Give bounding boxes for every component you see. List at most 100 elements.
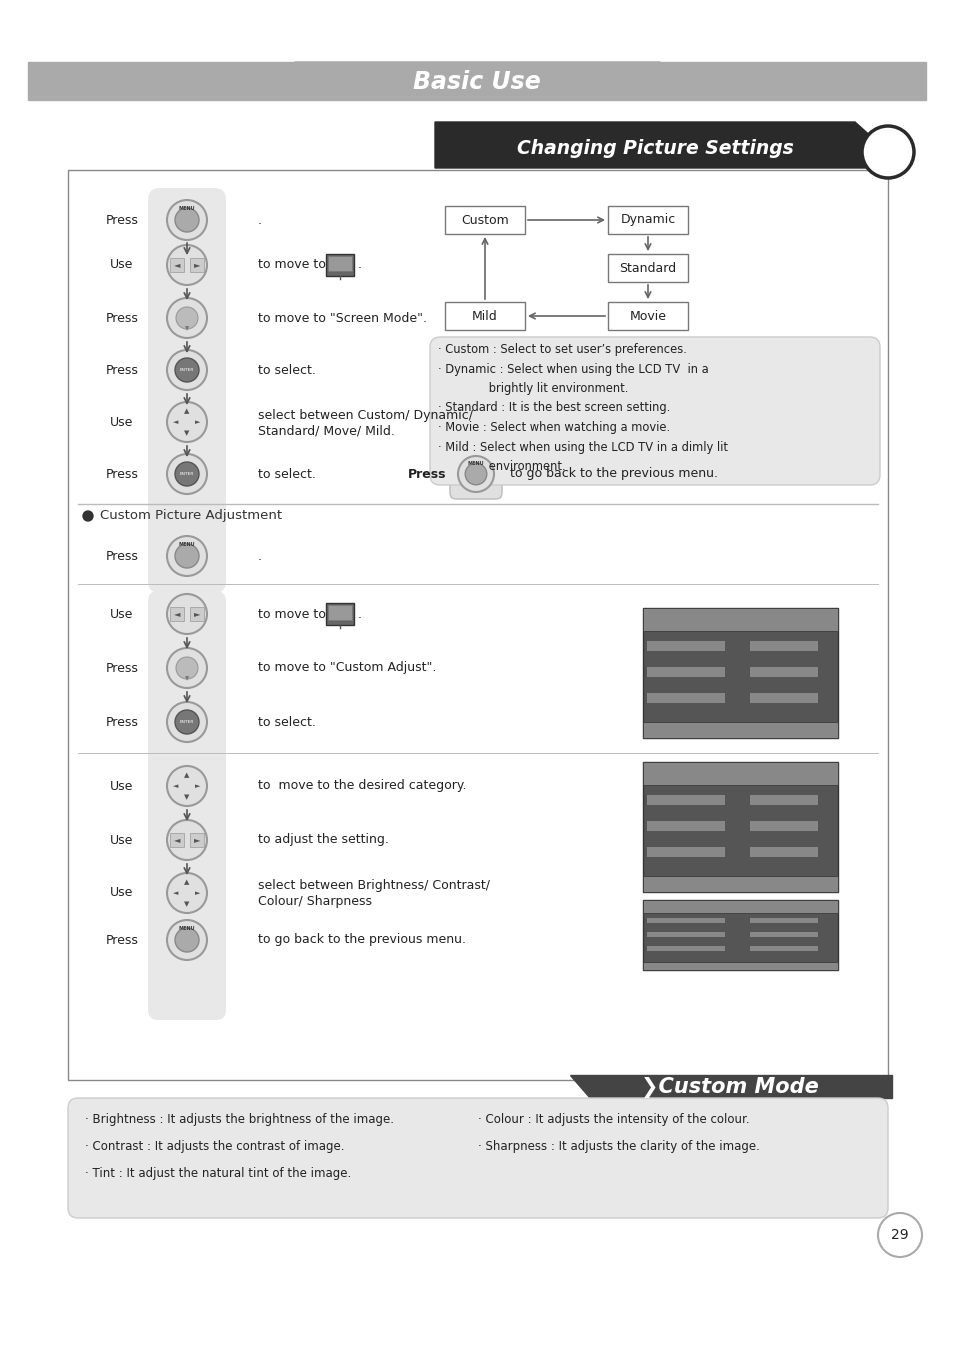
Polygon shape bbox=[435, 122, 874, 168]
Text: Press: Press bbox=[106, 363, 138, 377]
Text: .: . bbox=[357, 608, 361, 620]
FancyBboxPatch shape bbox=[444, 205, 524, 234]
Text: Use: Use bbox=[111, 834, 133, 847]
Text: ▼: ▼ bbox=[184, 794, 190, 800]
Text: Press: Press bbox=[106, 934, 138, 947]
Text: .: . bbox=[257, 550, 262, 562]
Circle shape bbox=[167, 245, 207, 285]
Circle shape bbox=[167, 703, 207, 742]
Polygon shape bbox=[260, 62, 695, 100]
FancyBboxPatch shape bbox=[607, 254, 687, 282]
FancyBboxPatch shape bbox=[450, 449, 501, 499]
Circle shape bbox=[167, 920, 207, 961]
FancyBboxPatch shape bbox=[749, 917, 818, 923]
FancyBboxPatch shape bbox=[646, 693, 724, 703]
Text: Press: Press bbox=[106, 312, 138, 324]
Text: 29: 29 bbox=[890, 1228, 908, 1242]
Text: to move to "Screen Mode".: to move to "Screen Mode". bbox=[257, 312, 427, 324]
Text: select between Custom/ Dynamic/: select between Custom/ Dynamic/ bbox=[257, 408, 473, 422]
Text: Use: Use bbox=[111, 780, 133, 793]
FancyBboxPatch shape bbox=[749, 847, 818, 857]
Text: ►: ► bbox=[195, 419, 200, 426]
FancyBboxPatch shape bbox=[68, 1098, 887, 1219]
Text: ◄: ◄ bbox=[173, 835, 180, 844]
Text: ►: ► bbox=[195, 890, 200, 896]
Text: Press: Press bbox=[106, 213, 138, 227]
FancyBboxPatch shape bbox=[328, 605, 352, 620]
Text: ►: ► bbox=[193, 609, 200, 619]
FancyBboxPatch shape bbox=[148, 188, 226, 593]
FancyBboxPatch shape bbox=[749, 693, 818, 703]
FancyBboxPatch shape bbox=[646, 931, 724, 938]
Text: ◄: ◄ bbox=[173, 419, 178, 426]
Text: Press: Press bbox=[106, 662, 138, 674]
Circle shape bbox=[167, 873, 207, 913]
Text: MENU: MENU bbox=[178, 205, 195, 211]
Text: to select.: to select. bbox=[257, 716, 315, 728]
Polygon shape bbox=[569, 1075, 891, 1098]
FancyBboxPatch shape bbox=[170, 834, 184, 847]
Text: MENU: MENU bbox=[467, 461, 484, 466]
Circle shape bbox=[167, 403, 207, 442]
Circle shape bbox=[167, 536, 207, 576]
FancyBboxPatch shape bbox=[749, 820, 818, 831]
FancyBboxPatch shape bbox=[642, 900, 837, 912]
FancyBboxPatch shape bbox=[148, 530, 226, 585]
Text: Custom Picture Adjustment: Custom Picture Adjustment bbox=[100, 509, 282, 523]
FancyBboxPatch shape bbox=[646, 666, 724, 677]
FancyBboxPatch shape bbox=[642, 762, 837, 892]
FancyBboxPatch shape bbox=[190, 258, 204, 272]
Text: ▲: ▲ bbox=[184, 880, 190, 885]
Text: ▼: ▼ bbox=[185, 327, 189, 331]
Text: Basic Use: Basic Use bbox=[413, 70, 540, 95]
FancyBboxPatch shape bbox=[646, 794, 724, 805]
FancyBboxPatch shape bbox=[646, 917, 724, 923]
Text: ▼: ▼ bbox=[184, 430, 190, 436]
Text: ◄: ◄ bbox=[173, 261, 180, 269]
FancyBboxPatch shape bbox=[607, 303, 687, 330]
Text: Press: Press bbox=[106, 716, 138, 728]
FancyBboxPatch shape bbox=[749, 640, 818, 651]
Text: MENU: MENU bbox=[178, 925, 195, 931]
Text: ◄: ◄ bbox=[173, 609, 180, 619]
FancyBboxPatch shape bbox=[642, 723, 837, 738]
Text: Colour/ Sharpness: Colour/ Sharpness bbox=[257, 896, 372, 908]
FancyBboxPatch shape bbox=[642, 608, 837, 738]
FancyBboxPatch shape bbox=[190, 607, 204, 621]
FancyBboxPatch shape bbox=[749, 794, 818, 805]
Text: Use: Use bbox=[111, 886, 133, 900]
Text: ▲: ▲ bbox=[184, 408, 190, 413]
Circle shape bbox=[174, 928, 199, 952]
Text: Press: Press bbox=[106, 467, 138, 481]
Text: ENTER: ENTER bbox=[179, 367, 194, 372]
Text: to adjust the setting.: to adjust the setting. bbox=[257, 834, 389, 847]
FancyBboxPatch shape bbox=[642, 877, 837, 892]
FancyBboxPatch shape bbox=[642, 900, 837, 970]
Text: Custom: Custom bbox=[460, 213, 508, 227]
Text: Use: Use bbox=[111, 258, 133, 272]
FancyBboxPatch shape bbox=[646, 946, 724, 951]
FancyBboxPatch shape bbox=[646, 640, 724, 651]
Text: ►: ► bbox=[195, 784, 200, 789]
FancyBboxPatch shape bbox=[326, 603, 354, 626]
Text: to go back to the previous menu.: to go back to the previous menu. bbox=[257, 934, 465, 947]
Text: · Custom : Select to set user’s preferences.
· Dynamic : Select when using the L: · Custom : Select to set user’s preferen… bbox=[437, 343, 727, 473]
Text: · Sharpness : It adjusts the clarity of the image.: · Sharpness : It adjusts the clarity of … bbox=[477, 1140, 760, 1152]
Circle shape bbox=[457, 457, 494, 492]
Circle shape bbox=[167, 454, 207, 494]
Text: Standard: Standard bbox=[618, 262, 676, 274]
FancyBboxPatch shape bbox=[430, 336, 879, 485]
Circle shape bbox=[167, 766, 207, 807]
FancyBboxPatch shape bbox=[749, 946, 818, 951]
Circle shape bbox=[174, 711, 199, 734]
Text: to go back to the previous menu.: to go back to the previous menu. bbox=[510, 467, 718, 481]
Circle shape bbox=[167, 648, 207, 688]
FancyBboxPatch shape bbox=[646, 847, 724, 857]
Text: Use: Use bbox=[111, 608, 133, 620]
Text: ❯Custom Mode: ❯Custom Mode bbox=[640, 1077, 818, 1097]
Circle shape bbox=[175, 657, 198, 680]
Text: Press: Press bbox=[408, 467, 446, 481]
Text: Use: Use bbox=[111, 416, 133, 428]
Circle shape bbox=[174, 544, 199, 567]
Text: ENTER: ENTER bbox=[179, 471, 194, 476]
